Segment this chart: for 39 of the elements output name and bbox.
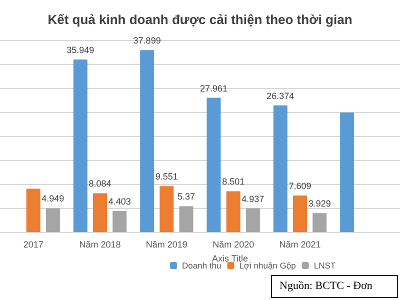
data-label: 35.949 bbox=[66, 44, 94, 55]
bar bbox=[140, 50, 154, 232]
x-tick-label: Năm 2018 bbox=[79, 240, 121, 250]
bar bbox=[246, 208, 260, 232]
chart-title: Kết quả kinh doanh được cải thiện theo thời gian bbox=[48, 12, 352, 27]
legend-label: Lợi nhuận Gộp bbox=[239, 260, 296, 270]
data-label: 5.37 bbox=[178, 192, 196, 202]
data-label: 4.403 bbox=[108, 196, 131, 206]
data-label: 9.551 bbox=[155, 172, 178, 182]
x-tick-label: Năm 2021 bbox=[279, 240, 321, 250]
bar bbox=[73, 59, 88, 232]
x-axis-title: Axis Title bbox=[212, 253, 248, 264]
bar bbox=[206, 98, 221, 232]
data-label: 8.084 bbox=[88, 178, 112, 189]
bar bbox=[312, 213, 327, 232]
bar bbox=[46, 208, 60, 232]
x-tick-label: Năm 2020 bbox=[212, 240, 254, 250]
bar bbox=[340, 112, 354, 232]
bar bbox=[293, 195, 307, 232]
text: Nguồn: BCTC - Đơn bbox=[280, 280, 373, 292]
bar bbox=[26, 188, 40, 232]
data-label: 4.937 bbox=[242, 194, 264, 204]
bar bbox=[273, 105, 288, 232]
data-label: 3.929 bbox=[308, 198, 331, 209]
data-label: 8.501 bbox=[222, 176, 245, 187]
legend-label: Doanh thu bbox=[182, 260, 222, 270]
data-label: 37.899 bbox=[133, 36, 161, 46]
data-label: 7.609 bbox=[288, 180, 312, 191]
legend-label: LNST bbox=[314, 260, 336, 270]
bar bbox=[112, 210, 127, 232]
data-label: 26.374 bbox=[266, 90, 294, 101]
bar bbox=[179, 206, 194, 232]
bar bbox=[93, 193, 107, 232]
x-tick-label: Năm 2019 bbox=[146, 240, 188, 250]
bar bbox=[160, 186, 174, 232]
data-label: 27.961 bbox=[200, 83, 228, 94]
bar bbox=[226, 191, 240, 232]
x-tick-label: 2017 bbox=[23, 240, 44, 250]
data-label: 4.949 bbox=[42, 194, 64, 204]
